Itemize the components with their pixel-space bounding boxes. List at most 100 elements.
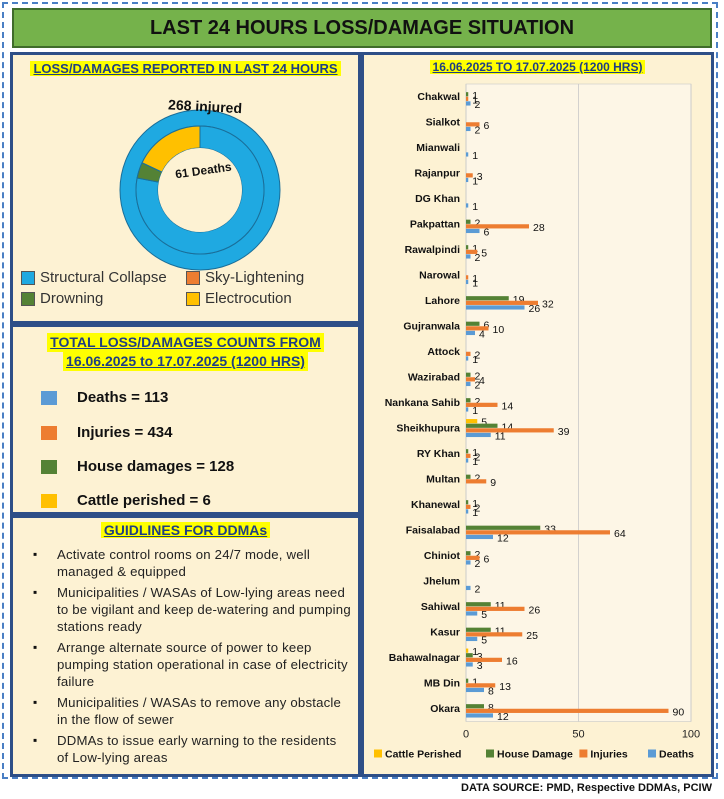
data-label: 5 bbox=[481, 634, 487, 646]
bar-house-damage bbox=[466, 653, 473, 658]
bar-deaths bbox=[466, 177, 469, 183]
category-label: Sheikhupura bbox=[396, 422, 460, 434]
data-label: 1 bbox=[472, 646, 478, 658]
last24-heading: LOSS/DAMAGES REPORTED IN LAST 24 HOURS bbox=[13, 61, 358, 76]
category-label: Faisalabad bbox=[406, 524, 460, 536]
data-label: 6 bbox=[484, 120, 490, 132]
data-label: 2 bbox=[475, 396, 481, 408]
guideline-item: DDMAs to issue early warning to the resi… bbox=[33, 732, 351, 766]
data-label: 1 bbox=[472, 354, 478, 366]
bar-injuries bbox=[466, 300, 538, 305]
bar-injuries bbox=[466, 122, 480, 127]
guideline-item: Municipalities / WASAs of Low-lying area… bbox=[33, 584, 351, 635]
category-label: Sialkot bbox=[426, 116, 461, 128]
bar-house-damage bbox=[466, 474, 471, 479]
data-label: 26 bbox=[529, 303, 541, 315]
data-label: 14 bbox=[502, 421, 514, 433]
data-label: 2 bbox=[475, 217, 481, 229]
bar-injuries bbox=[466, 632, 523, 637]
data-label: 33 bbox=[544, 523, 556, 535]
legend-label: Deaths bbox=[659, 749, 694, 761]
legend-label: Cattle Perished bbox=[385, 749, 461, 761]
bar-injuries bbox=[466, 326, 489, 331]
bar-deaths bbox=[466, 458, 469, 463]
bar-deaths bbox=[466, 101, 471, 106]
category-label: Rawalpindi bbox=[405, 244, 461, 256]
bar-deaths bbox=[466, 356, 469, 361]
category-label: Narowal bbox=[419, 269, 460, 281]
category-label: Pakpattan bbox=[410, 218, 460, 230]
data-label: 2 bbox=[475, 451, 481, 463]
data-label: 4 bbox=[479, 328, 485, 340]
data-label: 12 bbox=[497, 711, 509, 723]
legend-swatch bbox=[648, 749, 656, 758]
bar-deaths bbox=[466, 407, 469, 412]
data-label: 25 bbox=[526, 630, 538, 642]
legend-label: Injuries bbox=[590, 749, 628, 761]
bar-cattle-perished bbox=[466, 648, 469, 653]
data-label: 1 bbox=[472, 507, 478, 519]
data-label: 2 bbox=[475, 558, 481, 570]
bar-injuries bbox=[466, 708, 669, 713]
bar-injuries bbox=[466, 351, 471, 356]
bar-house-damage bbox=[466, 500, 469, 505]
bar-house-damage bbox=[466, 602, 491, 607]
bar-injuries bbox=[466, 428, 554, 433]
bar-injuries bbox=[466, 530, 610, 535]
district-chart-panel: 16.06.2025 TO 17.07.2025 (1200 HRS) 0 50 1… bbox=[361, 52, 714, 777]
category-label: Chakwal bbox=[417, 91, 460, 103]
bar-injuries bbox=[466, 224, 529, 229]
data-label: 6 bbox=[484, 226, 490, 238]
house-damages-swatch bbox=[41, 459, 57, 474]
bar-injuries bbox=[466, 96, 469, 101]
bar-house-damage bbox=[466, 627, 491, 632]
bar-injuries bbox=[466, 249, 478, 254]
data-label: 5 bbox=[481, 417, 487, 429]
data-label: 16 bbox=[506, 655, 518, 667]
bar-house-damage bbox=[466, 245, 469, 250]
last24-panel: LOSS/DAMAGES REPORTED IN LAST 24 HOURS 2… bbox=[10, 52, 361, 324]
x-tick-label: 0 bbox=[463, 729, 469, 741]
data-label: 1 bbox=[472, 498, 478, 510]
bar-deaths bbox=[466, 585, 471, 591]
category-label: Bahawalnagar bbox=[389, 652, 460, 664]
data-label: 4 bbox=[479, 375, 485, 387]
legend-sky-lightening: Sky-Lightening bbox=[186, 269, 351, 286]
bar-house-damage bbox=[466, 678, 469, 683]
bar-deaths bbox=[466, 611, 478, 616]
bar-deaths bbox=[466, 713, 493, 718]
data-label: 1 bbox=[472, 273, 478, 285]
data-label: 90 bbox=[673, 706, 685, 718]
data-label: 14 bbox=[502, 400, 514, 412]
donut-outer-slice bbox=[120, 110, 280, 270]
data-label: 2 bbox=[475, 370, 481, 382]
bar-injuries bbox=[466, 173, 473, 178]
data-label: 9 bbox=[490, 477, 496, 489]
bar-house-damage bbox=[466, 92, 469, 97]
data-label: 13 bbox=[499, 681, 511, 693]
guideline-item: Arrange alternate source of power to kee… bbox=[33, 639, 351, 690]
bar-house-damage bbox=[466, 525, 541, 530]
category-label: Multan bbox=[426, 473, 460, 485]
data-label: 1 bbox=[472, 90, 478, 102]
bar-deaths bbox=[466, 687, 484, 693]
bar-injuries bbox=[466, 683, 496, 688]
category-label: Sahiwal bbox=[421, 601, 460, 613]
data-label: 32 bbox=[542, 298, 554, 310]
bar-injuries bbox=[466, 657, 502, 662]
data-label: 39 bbox=[558, 426, 570, 438]
bar-deaths bbox=[466, 279, 469, 285]
legend-label: House Damage bbox=[497, 749, 573, 761]
data-label: 8 bbox=[488, 685, 494, 697]
data-label: 1 bbox=[472, 201, 478, 213]
donut-outer-slice-edge bbox=[119, 109, 281, 271]
data-label: 26 bbox=[529, 604, 541, 616]
bar-house-damage bbox=[466, 704, 484, 709]
data-label: 6 bbox=[484, 319, 490, 331]
category-label: MB Din bbox=[424, 677, 460, 689]
data-label: 11 bbox=[495, 600, 506, 612]
totals-panel: TOTAL LOSS/DAMAGES COUNTS FROM 16.06.202… bbox=[10, 324, 361, 515]
data-label: 1 bbox=[472, 94, 478, 106]
data-label: 1 bbox=[472, 243, 478, 255]
